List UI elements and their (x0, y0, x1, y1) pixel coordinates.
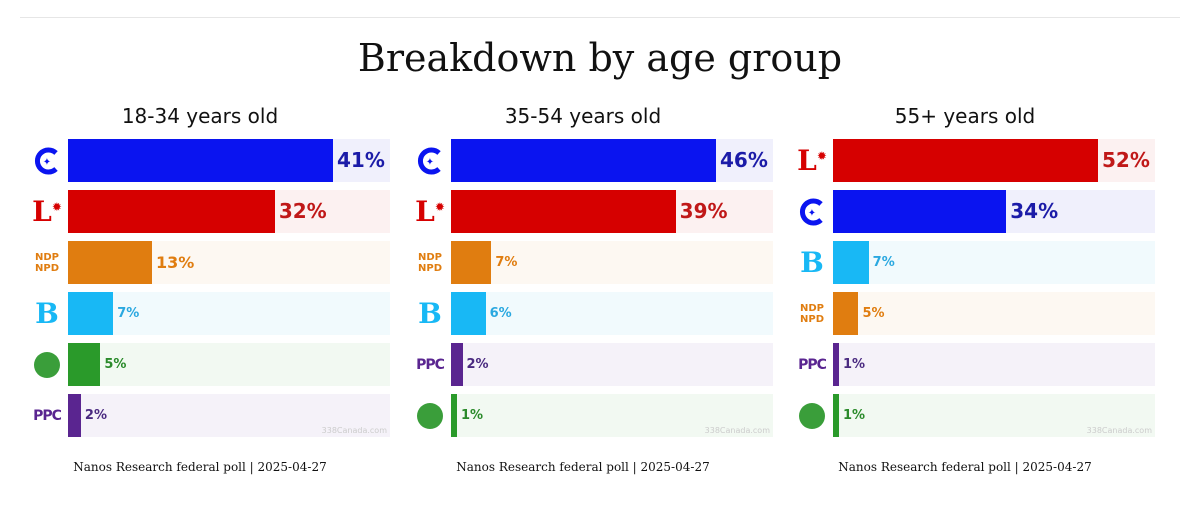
source-footer: Nanos Research federal poll | 2025-04-27 (456, 460, 710, 474)
bar-row-lpc: L ✹ 32% (32, 190, 390, 233)
source-footer: Nanos Research federal poll | 2025-04-27 (838, 460, 1092, 474)
data-label: 7% (117, 306, 140, 321)
bar (451, 394, 457, 437)
data-label: 1% (461, 408, 484, 423)
bar (451, 190, 676, 233)
data-label: 7% (872, 255, 895, 270)
bar-row-ndp: NDP NPD 5% (800, 292, 1155, 335)
bar-row-gpc: 1% 338Canada.com (417, 394, 773, 437)
lpc-logo-icon: L ✹ (797, 144, 827, 177)
bar-row-ndp: NDP NPD 7% (418, 241, 773, 284)
data-label: 1% (843, 408, 866, 423)
bar-row-lpc: L ✹ 52% (797, 139, 1155, 182)
watermark: 338Canada.com (704, 426, 770, 435)
data-label: 5% (862, 306, 885, 321)
gpc-logo-icon (415, 394, 445, 437)
ppc-logo-icon: PPC (798, 356, 827, 373)
bar (451, 241, 492, 284)
cpc-logo-icon: ✦ (32, 139, 62, 182)
cpc-logo-icon: ✦ (415, 139, 445, 182)
lpc-logo-icon: L ✹ (415, 195, 445, 228)
bar (451, 139, 716, 182)
bar (68, 241, 153, 284)
data-label: 46% (720, 148, 768, 172)
data-label: 2% (84, 408, 107, 423)
ndp-logo-icon: NDP NPD (418, 251, 442, 274)
chart-title: Breakdown by age group (357, 36, 843, 80)
bq-logo-icon: B (35, 297, 59, 330)
bar-row-gpc: 5% (34, 343, 390, 386)
bar-row-cpc: ✦ 41% (35, 139, 390, 182)
watermark: 338Canada.com (1086, 426, 1152, 435)
cpc-logo-icon: ✦ (797, 190, 827, 233)
bar (68, 394, 81, 437)
bar (833, 190, 1007, 233)
bar (68, 292, 114, 335)
bar-row-ppc: PPC 2% 338Canada.com (33, 394, 390, 437)
lpc-logo-icon: L ✹ (32, 195, 62, 228)
bar (833, 343, 839, 386)
bar-row-ndp: NDP NPD 13% (35, 241, 390, 284)
top-divider (20, 17, 1180, 18)
svg-text:✦: ✦ (43, 157, 51, 168)
bar-row-ppc: PPC 2% (416, 343, 773, 386)
bar (833, 394, 839, 437)
bar-row-bq: B 6% (418, 292, 773, 335)
data-label: 1% (843, 357, 866, 372)
bq-logo-icon: B (800, 246, 824, 279)
bar-row-gpc: 1% 338Canada.com (799, 394, 1155, 437)
bar (833, 241, 869, 284)
bar (68, 343, 101, 386)
gpc-logo-icon (32, 343, 62, 386)
bq-logo-icon: B (418, 297, 442, 330)
data-label: 5% (104, 357, 127, 372)
panel-title: 35-54 years old (504, 104, 662, 128)
data-label: 6% (489, 306, 512, 321)
data-label: 41% (337, 148, 385, 172)
data-label: 34% (1010, 199, 1059, 223)
panel-title: 18-34 years old (121, 104, 279, 128)
svg-text:✦: ✦ (808, 208, 816, 219)
bar (68, 139, 333, 182)
bar-row-ppc: PPC 1% (798, 343, 1155, 386)
chart-panel: 55+ years old L ✹ 52% ✦ 34% B 7% NDP NPD 5% PPC 1% 1%… (785, 100, 1155, 490)
chart-panel: 18-34 years old ✦ 41% L ✹ 32% NDP NPD 13% B 7% 5% PP… (20, 100, 390, 490)
ndp-logo-icon: NDP NPD (800, 302, 824, 325)
source-footer: Nanos Research federal poll | 2025-04-27 (73, 460, 327, 474)
data-label: 7% (495, 255, 518, 270)
svg-text:✦: ✦ (426, 157, 434, 168)
bar-row-bq: B 7% (35, 292, 390, 335)
bar (451, 292, 486, 335)
bar (451, 343, 463, 386)
chart-panel: 35-54 years old ✦ 46% L ✹ 39% NDP NPD 7% B 6% PPC 2%… (403, 100, 773, 490)
gpc-logo-icon (797, 394, 827, 437)
bar-row-bq: B 7% (800, 241, 1155, 284)
bar-row-cpc: ✦ 46% (418, 139, 773, 182)
bar (833, 139, 1098, 182)
data-label: 32% (278, 199, 327, 223)
ppc-logo-icon: PPC (416, 356, 445, 373)
data-label: 2% (466, 357, 489, 372)
bar (68, 190, 275, 233)
bar (833, 292, 859, 335)
bar-row-cpc: ✦ 34% (800, 190, 1155, 233)
data-label: 39% (679, 199, 728, 223)
data-label: 52% (1102, 148, 1150, 172)
bar-row-lpc: L ✹ 39% (415, 190, 773, 233)
panel-title: 55+ years old (894, 104, 1036, 128)
watermark: 338Canada.com (321, 426, 387, 435)
data-label: 13% (156, 253, 195, 272)
ppc-logo-icon: PPC (33, 407, 62, 424)
ndp-logo-icon: NDP NPD (35, 251, 59, 274)
